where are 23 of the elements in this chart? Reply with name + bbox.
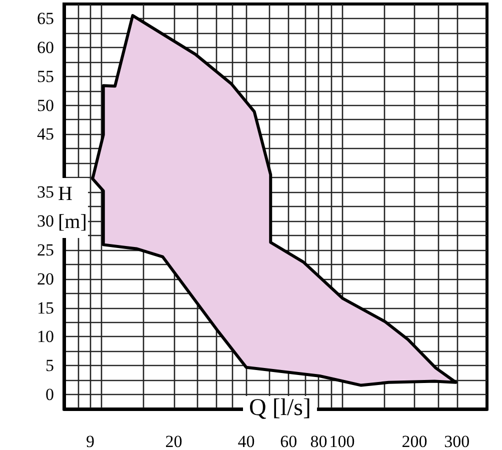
y-tick-label: 60 xyxy=(37,38,54,57)
x-tick-label: 80 xyxy=(310,432,328,450)
y-tick-label: 15 xyxy=(37,298,54,318)
x-tick-label: 9 xyxy=(86,432,95,450)
y-tick-label: 55 xyxy=(37,66,54,86)
x-tick-label: 20 xyxy=(165,432,182,450)
y-tick-label: 25 xyxy=(37,240,54,260)
x-axis-title: Q [l/s] xyxy=(249,395,311,421)
y-tick-label: 10 xyxy=(37,327,54,346)
x-tick-label: 100 xyxy=(329,432,355,450)
y-tick-label: 5 xyxy=(46,356,54,376)
y-tick-label: 30 xyxy=(37,211,54,230)
y-tick-label: 45 xyxy=(37,124,54,144)
y-axis-title: H [m] xyxy=(58,183,87,233)
x-tick-label: 300 xyxy=(444,432,470,450)
x-tick-label: 60 xyxy=(280,432,298,450)
x-tick-label: 40 xyxy=(238,432,255,450)
y-tick-label: 65 xyxy=(37,8,54,28)
y-tick-label: 0 xyxy=(46,385,54,404)
x-tick-label: 200 xyxy=(402,432,428,450)
y-tick-label: 20 xyxy=(37,269,54,288)
y-tick-label: 50 xyxy=(37,96,54,115)
y-tick-label: 35 xyxy=(37,182,54,202)
